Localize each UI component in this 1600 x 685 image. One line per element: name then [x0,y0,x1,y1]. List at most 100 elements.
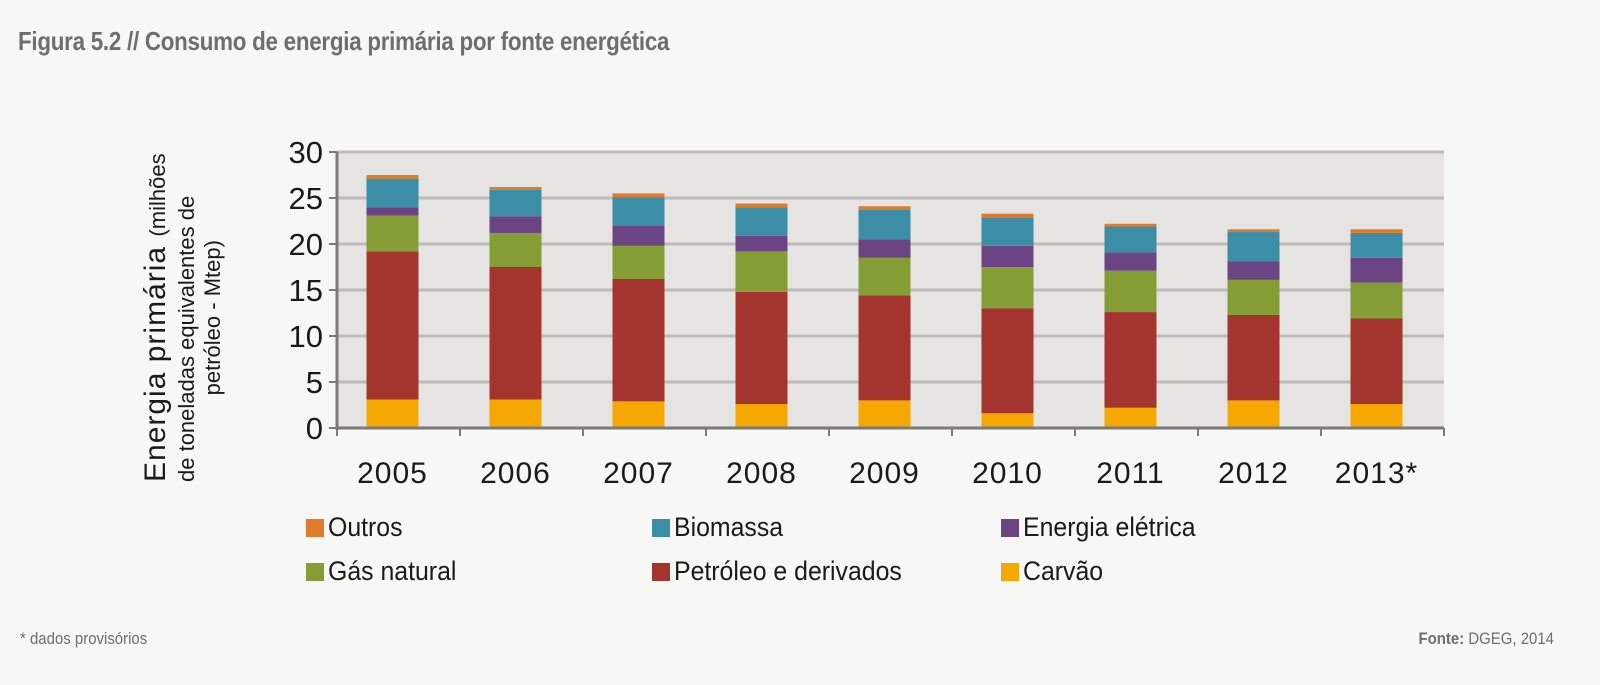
legend-label: Gás natural [328,556,457,586]
legend-swatch [1001,562,1019,581]
bar-segment-carv-o [489,399,542,428]
x-tick-label: 2009 [849,457,920,490]
x-tick-label: 2010 [972,457,1043,490]
legend-swatch [652,562,670,581]
y-tick-label: 25 [289,181,323,216]
bar-segment-carv-o [366,399,419,428]
bar-segment-biomassa [1227,232,1280,262]
bar-segment-biomassa [981,217,1034,246]
bar-segment-outros [735,203,788,208]
bar-segment-g-s-natural [981,267,1034,309]
bar-stack-2013p [1350,229,1403,428]
bar-segment-outros [489,186,542,190]
bar-stack-2011 [1104,223,1157,428]
bar-segment-biomassa [366,178,419,208]
y-tick-label: 20 [289,227,323,262]
bar-segment-g-s-natural [1350,282,1403,319]
legend-swatch [306,562,324,581]
x-tick-label: 2005 [357,457,428,490]
bar-segment-energia-el-trica [366,207,419,216]
bar-segment-g-s-natural [1104,270,1157,313]
y-tick-label: 0 [306,411,323,446]
bar-segment-outros [1104,223,1157,227]
bar-segment-carv-o [1104,407,1157,428]
bar-segment-petr-leo-e-derivados [366,251,419,400]
bar-segment-outros [1350,229,1403,233]
bar-segment-energia-el-trica [735,235,788,252]
bar-segment-g-s-natural [858,257,911,296]
bar-segment-carv-o [612,401,665,428]
x-tick-label: 2013* [1335,457,1418,490]
bar-segment-biomassa [1104,226,1157,253]
legend-item: Petróleo e derivados [652,556,922,587]
y-tick-label: 10 [289,319,323,354]
x-tick-label: 2008 [726,457,797,490]
bar-stack-2008 [735,203,788,428]
bar-segment-energia-el-trica [858,239,911,258]
bar-stack-2009 [858,206,911,428]
legend-label: Outros [328,512,403,542]
bar-segment-petr-leo-e-derivados [981,308,1034,414]
bar-stack-2007 [612,193,665,428]
bar-segment-energia-el-trica [981,245,1034,267]
bar-segment-g-s-natural [489,232,542,267]
bar-segment-biomassa [489,189,542,217]
bar-segment-energia-el-trica [612,225,665,246]
bar-segment-biomassa [1350,232,1403,258]
figure-title: Figura 5.2 // Consumo de energia primári… [18,26,670,56]
legend-item: Biomassa [652,512,793,543]
bar-segment-carv-o [858,400,911,428]
bar-segment-outros [612,193,665,198]
y-tick-label: 30 [289,135,323,170]
bar-segment-outros [858,206,911,210]
bar-segment-carv-o [1350,404,1403,428]
legend-item: Gás natural [306,556,468,587]
bar-segment-petr-leo-e-derivados [1227,314,1280,401]
bar-segment-petr-leo-e-derivados [1350,318,1403,405]
bar-segment-g-s-natural [735,251,788,292]
legend-item: Energia elétrica [1001,512,1211,543]
bar-segment-biomassa [858,209,911,240]
bar-segment-energia-el-trica [1104,252,1157,271]
bar-stack-2010 [981,213,1034,428]
bar-segment-g-s-natural [612,245,665,279]
bar-segment-g-s-natural [1227,279,1280,315]
x-tick-label: 2011 [1096,457,1165,490]
bar-segment-biomassa [735,207,788,236]
bar-segment-energia-el-trica [1227,261,1280,280]
bar-segment-petr-leo-e-derivados [612,278,665,402]
y-tick-label: 5 [306,365,323,400]
bar-segment-petr-leo-e-derivados [489,267,542,400]
bar-segment-g-s-natural [366,215,419,252]
legend-label: Energia elétrica [1023,512,1196,542]
bar-segment-outros [366,175,419,179]
bar-segment-biomassa [612,197,665,226]
bar-segment-outros [981,213,1034,218]
y-tick-label: 15 [289,273,323,308]
legend-label: Biomassa [674,512,784,542]
source-label: Fonte: [1418,629,1465,648]
legend-item: Outros [306,512,409,543]
legend-swatch [652,518,670,537]
bar-segment-carv-o [981,413,1034,428]
bar-segment-petr-leo-e-derivados [735,291,788,405]
bar-segment-energia-el-trica [489,216,542,233]
bar-stack-2012 [1227,229,1280,428]
footnote: * dados provisórios [20,629,148,648]
bar-segment-petr-leo-e-derivados [858,295,911,401]
bar-segment-petr-leo-e-derivados [1104,312,1157,408]
bar-segment-carv-o [1227,400,1280,428]
legend-swatch [1001,518,1019,537]
legend-item: Carvão [1001,556,1110,587]
legend-swatch [306,518,324,537]
legend-label: Petróleo e derivados [674,556,902,586]
bar-stack-2005 [366,175,419,428]
x-tick-label: 2007 [603,457,674,490]
bar-segment-carv-o [735,404,788,428]
bar-stack-2006 [489,186,542,428]
source-value: DGEG, 2014 [1464,629,1554,648]
source-note: Fonte: DGEG, 2014 [1418,629,1554,649]
x-tick-label: 2006 [480,457,551,490]
x-tick-label: 2012 [1218,457,1289,490]
